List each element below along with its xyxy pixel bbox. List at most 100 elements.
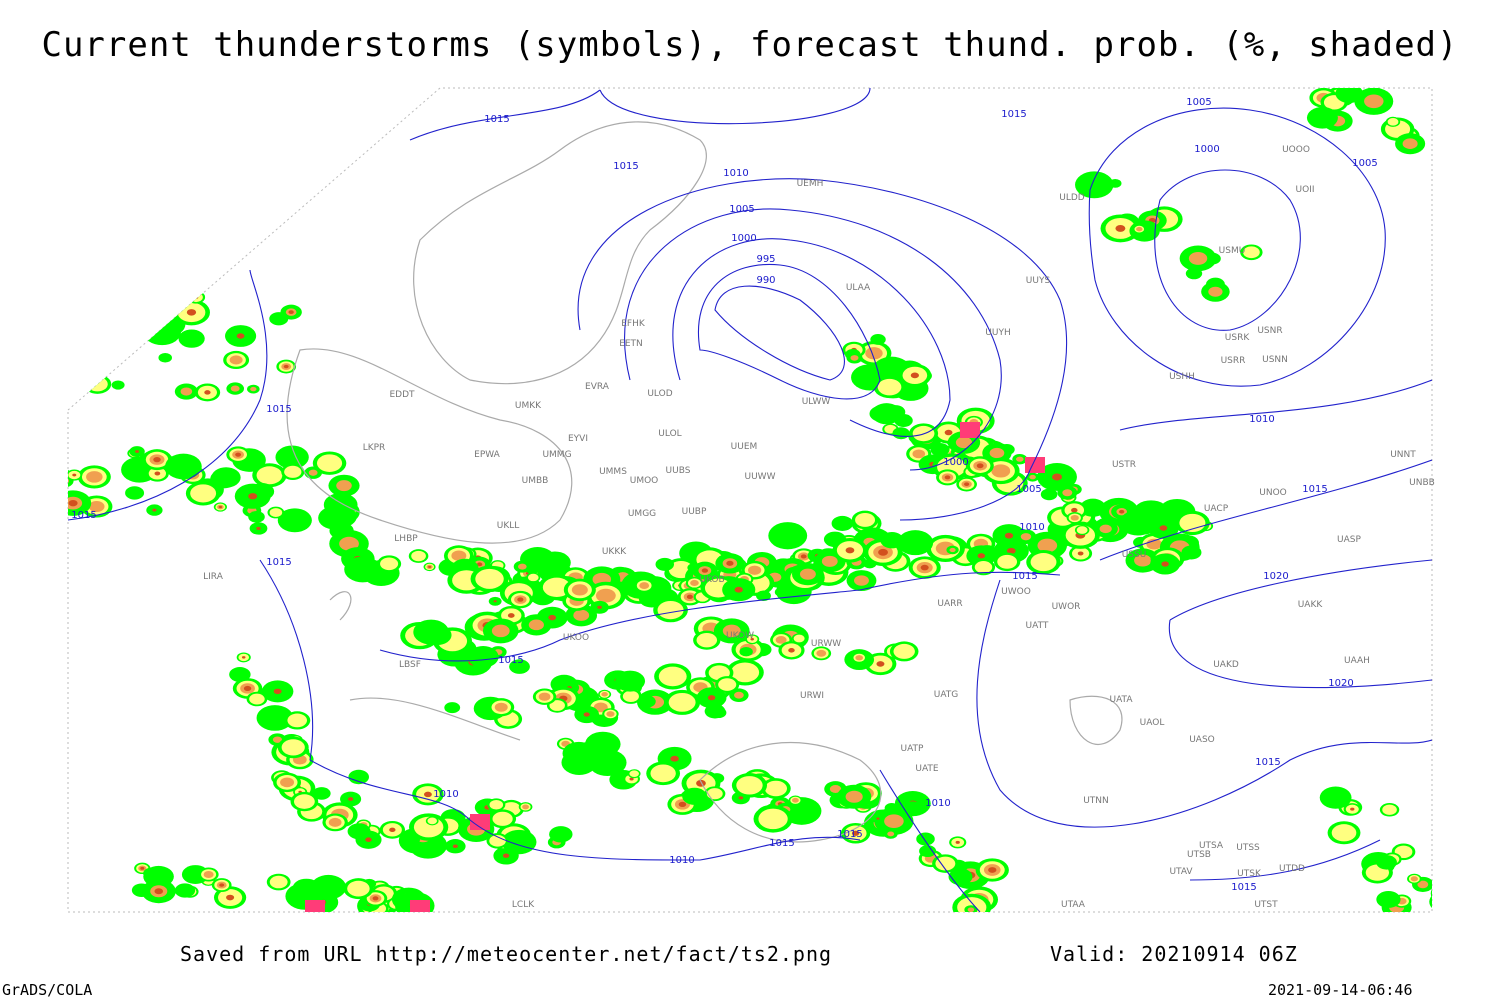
isobars	[68, 88, 1432, 912]
shading-cell	[593, 702, 608, 713]
station-label: UMMS	[599, 467, 627, 477]
shading-cell	[88, 500, 105, 513]
station-label: UKOO	[563, 633, 589, 643]
isobar-label: 1010	[1249, 414, 1274, 425]
shading-cell	[1181, 545, 1202, 560]
station-label: UAAH	[1344, 656, 1370, 666]
shading-cell	[413, 619, 449, 645]
station-label: LHBP	[394, 534, 418, 544]
station-label: USSU	[1122, 550, 1147, 560]
shading-cell	[1306, 106, 1338, 129]
isobar-label: 1015	[613, 161, 638, 172]
shading-cell	[747, 565, 762, 575]
shading-cell	[854, 575, 869, 586]
storm-symbol	[960, 422, 980, 438]
shading-cell	[152, 508, 157, 512]
shading-cell	[912, 449, 926, 459]
shading-cell	[68, 499, 78, 507]
station-label: UATT	[1026, 621, 1049, 631]
shading-cell	[154, 471, 161, 476]
shading-cell	[1020, 533, 1032, 541]
shading-cell	[894, 414, 913, 427]
shading-cell	[696, 779, 706, 787]
shading-cell	[62, 479, 67, 482]
shading-cell	[428, 565, 432, 568]
isobar-label: 1010	[433, 789, 458, 800]
shading-cell	[93, 287, 132, 315]
source-url: Saved from URL http://meteocenter.net/fa…	[180, 942, 832, 966]
shading-cell	[583, 712, 590, 717]
shading-cell	[831, 515, 854, 531]
station-label: UOOO	[1282, 145, 1310, 155]
shading-cell	[1433, 894, 1456, 910]
shading-cell	[549, 700, 565, 711]
station-label: UUYH	[985, 328, 1010, 338]
isobar-label: 1015	[266, 557, 291, 568]
shading-cell	[250, 386, 257, 392]
station-label: UMBB	[522, 476, 549, 486]
shading-cell	[799, 568, 816, 580]
shading-cell	[68, 276, 77, 287]
shading-cell	[269, 508, 283, 517]
shading-cell	[597, 605, 602, 609]
station-label: UACP	[1204, 504, 1229, 514]
isobar-label: 1015	[1231, 882, 1256, 893]
shading-cell	[670, 755, 679, 762]
shading-cell	[573, 609, 590, 621]
station-label: UUYS	[1026, 276, 1051, 286]
shading-cell	[248, 511, 265, 523]
storm-symbol	[305, 900, 325, 912]
shading-cell	[1444, 905, 1453, 911]
shading-cell	[686, 594, 693, 599]
shading-cell	[59, 472, 63, 475]
shading-cell	[527, 573, 539, 582]
shading-cell	[750, 638, 754, 641]
shading-cell	[944, 429, 953, 436]
shading-cell	[452, 844, 458, 849]
isobar-label: 1015	[498, 655, 523, 666]
isobar-label: 995	[756, 254, 775, 265]
station-label: UASO	[1189, 735, 1215, 745]
shading-cell	[235, 452, 242, 457]
shading-cell	[997, 554, 1018, 569]
isobar-label: 1015	[71, 510, 96, 521]
isobar-label: 1005	[729, 204, 754, 215]
station-label: UNOO	[1259, 488, 1287, 498]
shading-cell	[280, 777, 295, 788]
shading-cell	[704, 703, 726, 719]
valid-time: Valid: 20210914 06Z	[1050, 942, 1298, 966]
shading-cell	[1006, 547, 1016, 554]
shading-cell	[99, 302, 124, 320]
shading-cell	[86, 471, 103, 483]
shading-cell	[1030, 553, 1057, 572]
station-label: UMMG	[542, 450, 571, 460]
shading-cell	[269, 312, 289, 326]
shading-cell	[256, 466, 283, 485]
shading-cell	[467, 646, 499, 668]
shading-cell	[489, 835, 506, 847]
shading-cell	[658, 666, 687, 687]
shading-cell	[944, 475, 951, 480]
shading-cell	[154, 888, 164, 895]
station-label: USNN	[1262, 355, 1288, 365]
isobar-label: 1005	[1352, 158, 1377, 169]
shading-cell	[99, 308, 117, 321]
shading-cell	[344, 556, 382, 583]
shading-cell	[507, 613, 515, 618]
shading-cell	[517, 597, 524, 602]
shading-cell	[411, 550, 426, 562]
shading-cell	[189, 292, 203, 303]
shading-cell	[1115, 224, 1126, 232]
shading-cell	[277, 508, 312, 533]
station-label: USNR	[1257, 326, 1282, 336]
isobar-label: 1020	[1263, 571, 1288, 582]
shading-cell	[269, 875, 288, 889]
isobar-label: 1015	[1255, 757, 1280, 768]
shading-cell	[701, 568, 709, 573]
station-label: ULOD	[647, 389, 672, 399]
shading-cell	[793, 634, 805, 643]
station-label: UUBP	[682, 507, 707, 517]
station-label: URWW	[811, 639, 841, 649]
thunder-prob-shading	[59, 88, 1456, 912]
shading-cell	[178, 329, 205, 348]
